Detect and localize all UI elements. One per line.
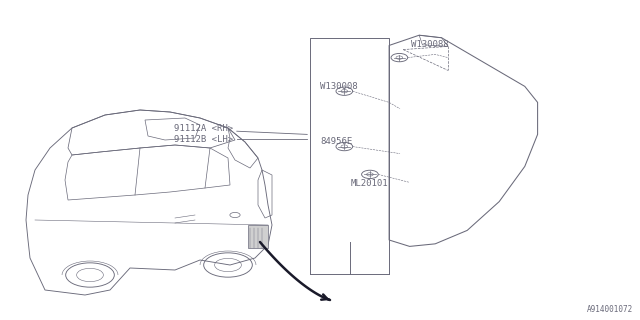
Text: 84956E: 84956E (320, 137, 352, 146)
Text: W130088: W130088 (411, 40, 449, 49)
Text: 91112B <LH>: 91112B <LH> (175, 135, 234, 144)
Bar (248, 225, 268, 248)
Text: A914001072: A914001072 (588, 305, 634, 314)
Text: W130008: W130008 (320, 82, 358, 91)
Text: ML20101: ML20101 (351, 179, 388, 188)
Text: 91112A <RH>: 91112A <RH> (175, 124, 234, 133)
